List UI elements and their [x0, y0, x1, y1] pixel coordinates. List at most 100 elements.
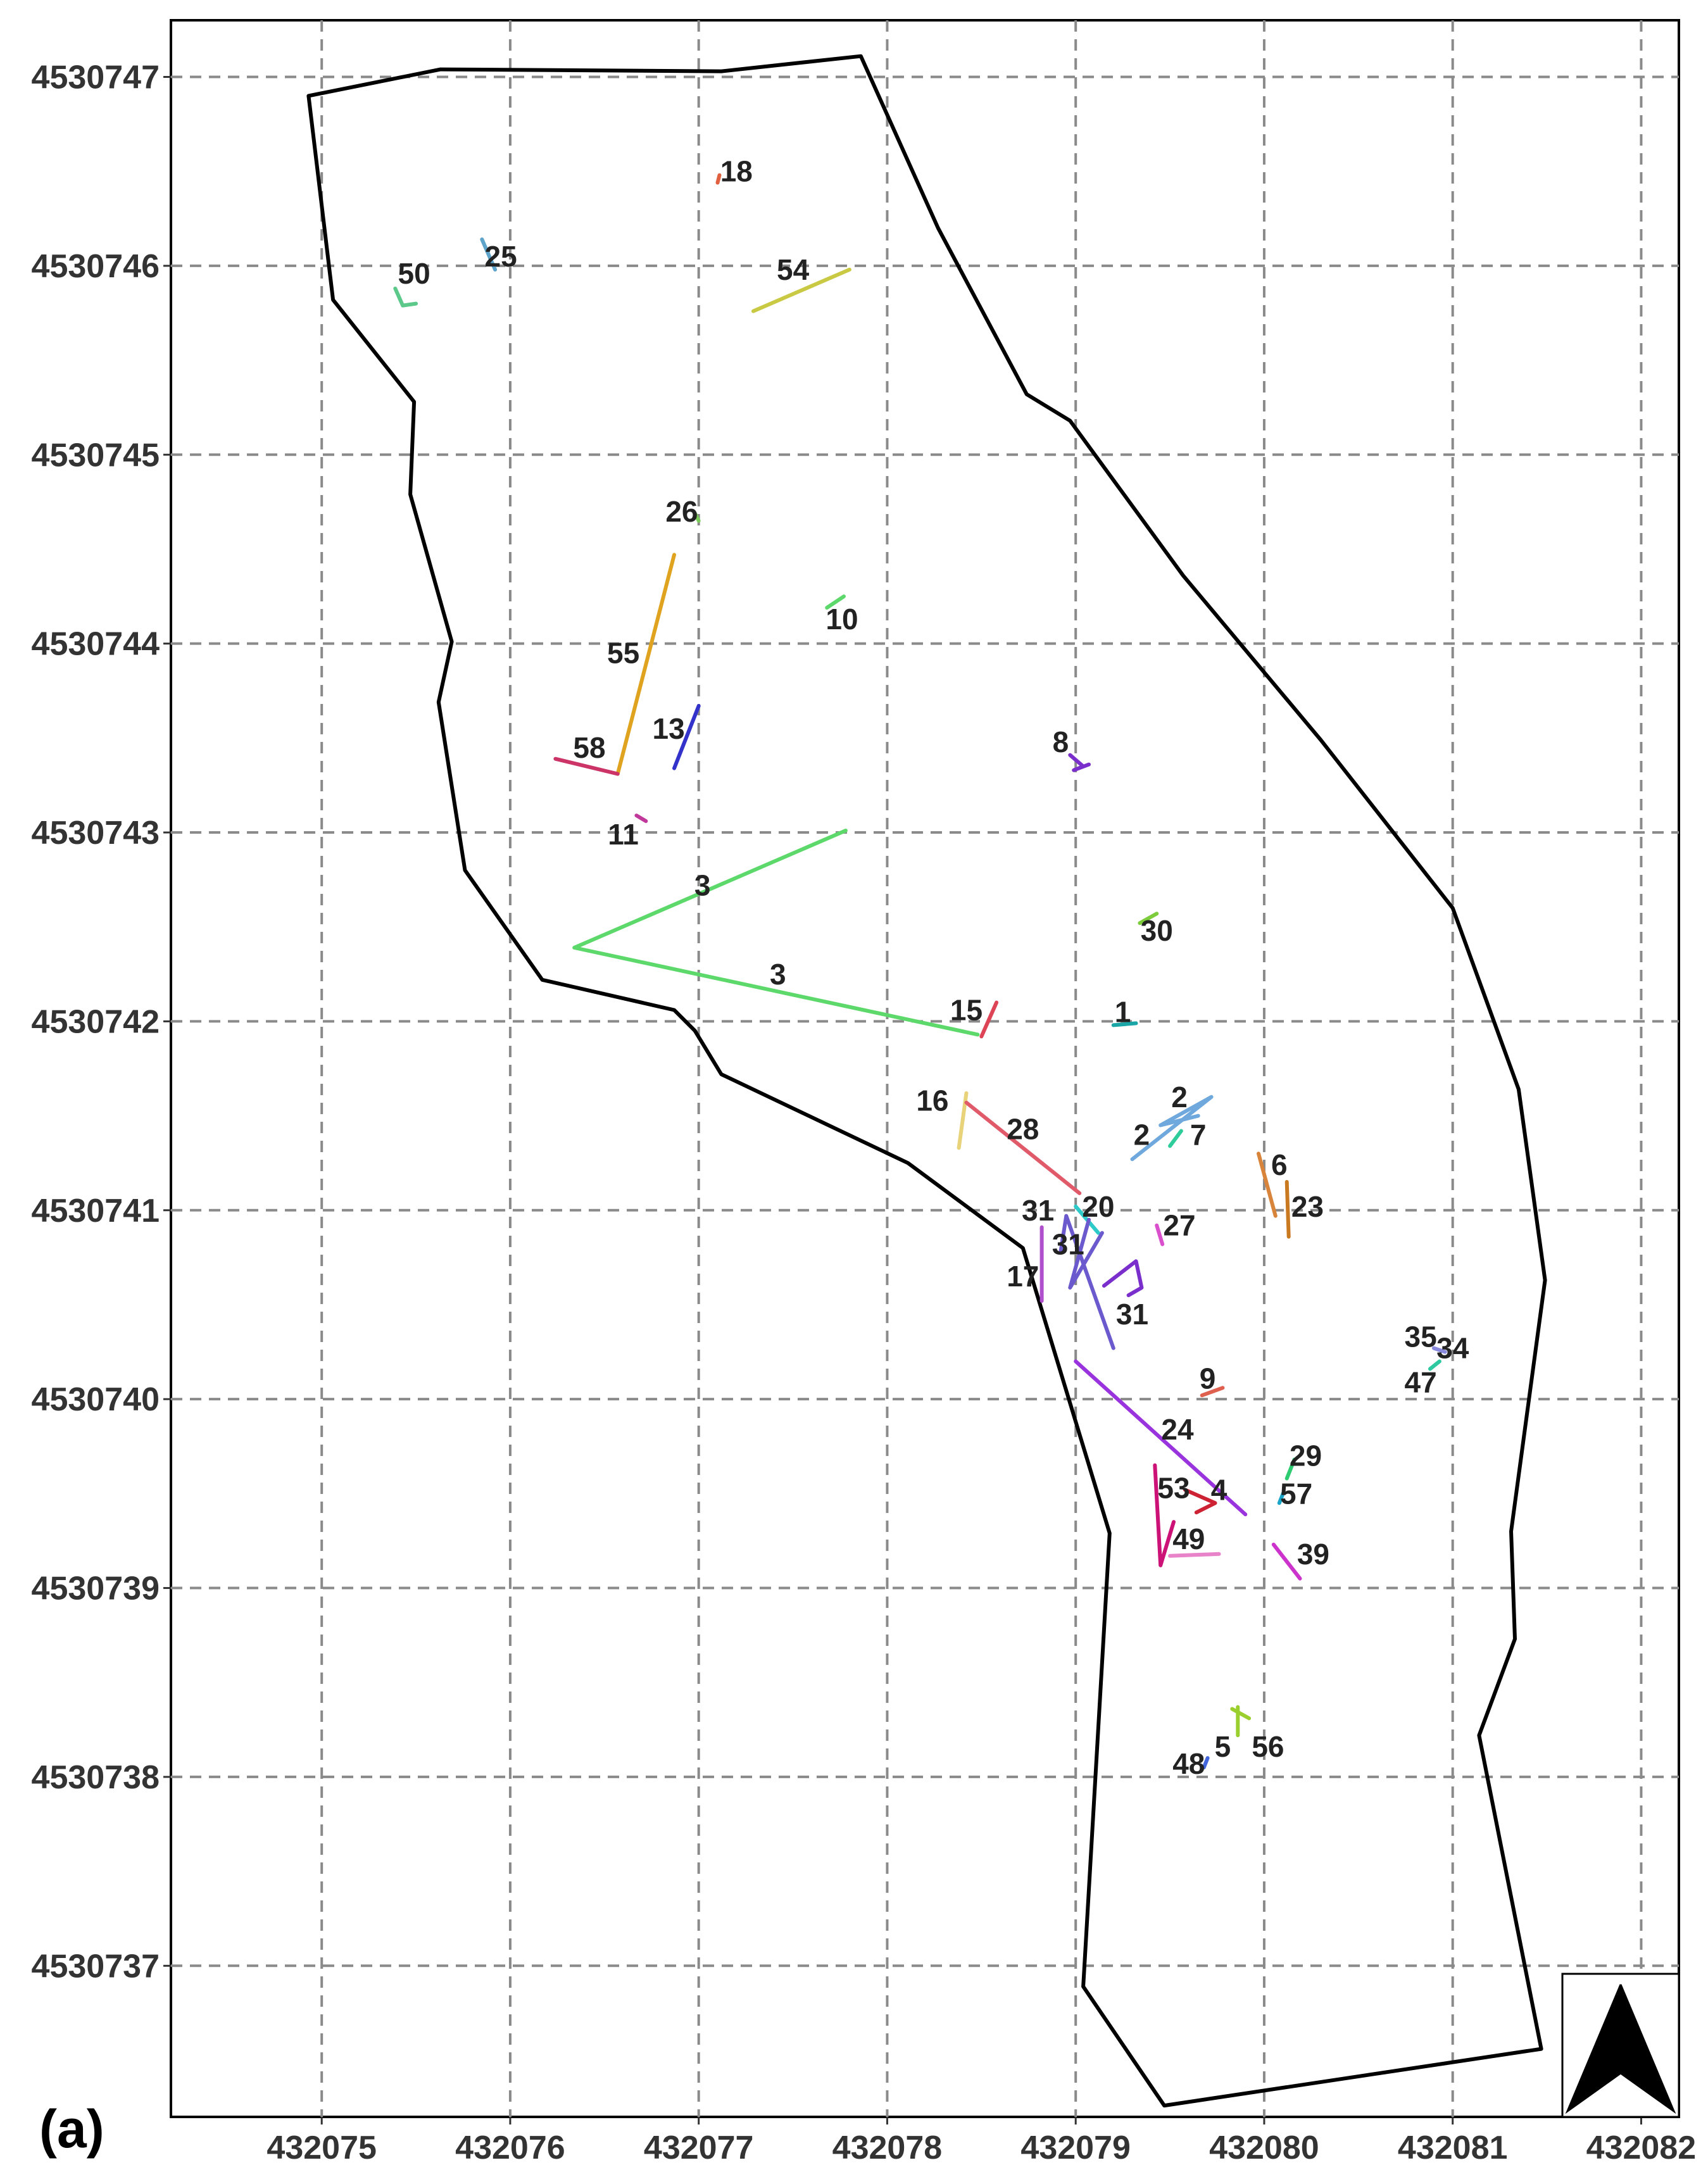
x-tick-label: 432076 [455, 2130, 565, 2166]
y-tick-label: 4530746 [32, 248, 160, 285]
x-tick-label: 432082 [1586, 2130, 1697, 2166]
track-50-line [393, 286, 418, 308]
track-53-line [1153, 1463, 1176, 1567]
track-31-label: 31 [1052, 1228, 1084, 1261]
track-1-line [1111, 1021, 1138, 1027]
track-50-label: 50 [398, 257, 430, 290]
track-31-line [1058, 1214, 1115, 1350]
track-3-label: 3 [770, 958, 786, 991]
track-54-line [751, 267, 851, 313]
y-tick-label: 4530742 [32, 1003, 160, 1040]
track-29-label: 29 [1290, 1440, 1322, 1472]
track-6-line [1257, 1152, 1278, 1218]
y-tick-label: 4530741 [32, 1193, 160, 1229]
y-tick-label: 4530739 [32, 1571, 160, 1607]
track-20-label: 20 [1082, 1190, 1114, 1223]
track-58-label: 58 [573, 731, 605, 764]
panel-label: (a) [39, 2099, 104, 2159]
track-11-label: 11 [608, 818, 639, 851]
track-1-label: 1 [1115, 996, 1131, 1029]
track-25-line [480, 237, 498, 272]
x-tick-label: 432077 [644, 2130, 754, 2166]
track-7-line [1168, 1129, 1183, 1148]
x-tick-label: 432080 [1209, 2130, 1319, 2166]
track-5-label: 5 [1215, 1730, 1231, 1763]
track-47-label: 47 [1405, 1365, 1437, 1398]
y-tick-label: 4530738 [32, 1759, 160, 1796]
x-tick-label: 432079 [1020, 2130, 1131, 2166]
track-30-label: 30 [1141, 914, 1173, 947]
track-58-line [553, 756, 620, 776]
track-39-line [1271, 1542, 1302, 1581]
track-34-line [1431, 1346, 1447, 1354]
x-tick-label: 432081 [1398, 2130, 1508, 2166]
north-arrow [1561, 1973, 1680, 2118]
track-27-label: 27 [1163, 1209, 1195, 1242]
track-28-line [964, 1100, 1082, 1195]
track-13-line [672, 704, 701, 770]
track-8-line [1068, 753, 1091, 772]
track-13-label: 13 [653, 712, 685, 745]
track-4-line [1183, 1488, 1217, 1515]
track-29-line [1284, 1457, 1297, 1481]
track-35-label: 35 [1405, 1321, 1437, 1353]
y-tick-label: 4530745 [32, 437, 160, 474]
track-15-line [979, 1000, 999, 1039]
track-49-label: 49 [1172, 1522, 1205, 1555]
track-11-line [634, 813, 648, 824]
track-48-line [1202, 1756, 1210, 1769]
track-23-label: 23 [1291, 1190, 1324, 1223]
track-26-line [693, 511, 701, 523]
track-3-line [572, 829, 980, 1037]
track-31-line [1068, 1217, 1104, 1290]
y-tick-label: 4530744 [32, 626, 160, 663]
x-tick-label: 432075 [267, 2130, 377, 2166]
y-tick-label: 4530747 [32, 60, 160, 96]
track-7-label: 7 [1190, 1118, 1207, 1151]
track-57-label: 57 [1280, 1477, 1312, 1510]
track-17-label: 17 [1007, 1260, 1039, 1293]
track-31-label: 31 [1116, 1298, 1148, 1331]
track-18-label: 18 [720, 155, 753, 188]
track-9-label: 9 [1200, 1362, 1216, 1395]
track-2-label: 2 [1134, 1118, 1150, 1151]
track-31-label: 31 [1022, 1194, 1054, 1227]
track-4-label: 4 [1211, 1473, 1228, 1506]
y-axis-ticks: 4530737 4530738 4530739 4530740 4530741 45307… [32, 60, 171, 1985]
track-47-line [1428, 1359, 1441, 1371]
track-23-line [1284, 1180, 1291, 1239]
track-57-line [1277, 1491, 1285, 1505]
track-18-line [715, 173, 722, 185]
track-49-line [1168, 1552, 1221, 1558]
track-24-label: 24 [1161, 1413, 1194, 1446]
track-2-label: 2 [1171, 1081, 1188, 1114]
track-39-label: 39 [1297, 1538, 1329, 1571]
track-2-line [1130, 1095, 1214, 1162]
track-55-label: 55 [607, 637, 639, 670]
track-15-label: 15 [950, 994, 983, 1027]
track-8-label: 8 [1053, 725, 1069, 758]
track-54-label: 54 [777, 253, 810, 286]
track-6-label: 6 [1271, 1148, 1288, 1181]
y-tick-label: 4530737 [32, 1948, 160, 1985]
track-56-label: 56 [1252, 1730, 1284, 1763]
grid-lines [171, 20, 1679, 2117]
track-27-line [1155, 1223, 1165, 1246]
track-25-label: 25 [485, 240, 517, 273]
x-axis-ticks: 432075 432076 432077 432078 432079 432080 4320… [267, 2117, 1696, 2166]
track-30-line [1138, 912, 1159, 926]
track-28-label: 28 [1007, 1113, 1039, 1146]
track-9-line [1200, 1386, 1225, 1398]
map-frame [170, 19, 1680, 2118]
track-56-line [1230, 1707, 1252, 1721]
track-53-label: 53 [1157, 1471, 1190, 1504]
track-34-label: 34 [1436, 1332, 1469, 1365]
track-55-line [615, 553, 676, 776]
site-boundary [306, 54, 1547, 2108]
track-3-label: 3 [694, 869, 711, 902]
track-26-label: 26 [665, 495, 698, 528]
track-10-line [825, 594, 846, 610]
track-10-label: 10 [826, 603, 858, 636]
